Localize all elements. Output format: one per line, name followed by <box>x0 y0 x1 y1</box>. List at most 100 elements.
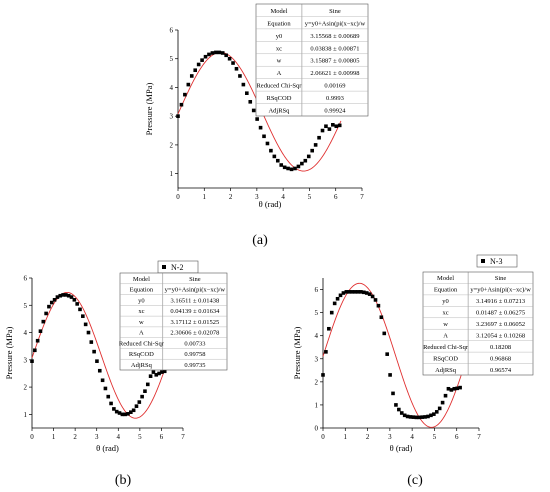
table-cell-value: 3.17112 ± 0.01525 <box>170 319 219 326</box>
data-point <box>327 127 332 131</box>
data-point <box>112 407 116 411</box>
y-tick-label: 5 <box>315 309 319 317</box>
data-point <box>429 413 433 418</box>
data-point <box>449 388 454 392</box>
x-tick-label: 7 <box>477 433 481 441</box>
data-point <box>137 400 142 404</box>
data-point <box>452 386 457 391</box>
table-cell-key: RSqCOD <box>129 351 154 358</box>
data-point <box>420 415 424 419</box>
data-point <box>151 370 156 374</box>
x-axis-title: θ (rad) <box>390 443 413 453</box>
table-cell-key: RSqCOD <box>433 355 458 362</box>
data-point <box>186 82 191 87</box>
data-point <box>210 51 215 55</box>
table-border <box>255 3 369 117</box>
table-cell-value: 3.23697 ± 0.06052 <box>476 321 525 328</box>
data-point <box>196 62 201 67</box>
x-tick-label: 5 <box>308 193 312 201</box>
x-tick-label: 2 <box>366 433 370 441</box>
data-point <box>78 307 82 312</box>
table-cell-value: 0.9993 <box>326 95 344 102</box>
data-point <box>347 290 352 294</box>
table-cell-key: Equation <box>130 287 154 294</box>
x-tick-label: 6 <box>455 433 459 441</box>
data-point <box>44 311 48 316</box>
data-point <box>388 373 392 377</box>
y-tick-label: 1 <box>24 411 28 419</box>
data-point <box>341 291 346 295</box>
data-point <box>432 412 436 416</box>
data-point <box>306 154 311 159</box>
data-point <box>382 331 387 336</box>
table-cell-value: 0.00733 <box>184 340 205 347</box>
data-point <box>440 400 445 405</box>
data-point <box>241 82 246 87</box>
fit-parameter-table: Model Sine Equation y=y0+Asin(pi(x−xc)/w y0 3… <box>119 272 228 371</box>
legend-label: N-2 <box>171 263 183 272</box>
legend-label: N-3 <box>490 257 502 266</box>
table-cell-key: A <box>139 330 144 337</box>
table-border <box>422 271 534 376</box>
data-point <box>338 293 343 298</box>
fit-curve <box>31 291 167 419</box>
data-point <box>157 371 161 376</box>
x-tick-label: 1 <box>344 433 348 441</box>
fit-parameter-table: Model Sine Equation y=y0+Asin(pi(x−xc)/w y0 3… <box>422 271 534 376</box>
table-cell-value: Sine <box>495 275 507 282</box>
y-tick-label: 4 <box>315 332 319 340</box>
y-axis-title: Pressure (MPa) <box>292 327 302 380</box>
data-point <box>95 359 99 363</box>
y-tick-label: 4 <box>24 329 28 337</box>
data-point <box>269 148 273 153</box>
data-point <box>220 51 225 55</box>
data-point <box>89 340 94 344</box>
data-point <box>227 56 232 61</box>
data-point <box>329 310 334 315</box>
data-point <box>399 411 404 415</box>
data-point <box>131 408 136 413</box>
data-point <box>296 164 301 169</box>
data-point <box>313 143 318 147</box>
data-point <box>55 295 60 299</box>
data-point <box>327 326 331 331</box>
data-point <box>335 296 340 301</box>
data-point <box>47 304 51 309</box>
y-tick-label: 3 <box>170 113 174 121</box>
legend-marker <box>481 259 485 263</box>
data-point <box>148 374 153 378</box>
data-point <box>324 350 328 354</box>
data-point <box>317 135 321 140</box>
data-point <box>114 409 119 414</box>
x-tick-label: 1 <box>52 433 56 441</box>
table-cell-key: Model <box>133 276 150 283</box>
table-cell-value: 2.06621 ± 0.00998 <box>310 70 359 77</box>
data-point <box>414 415 419 420</box>
x-tick-label: 0 <box>321 433 325 441</box>
data-point <box>238 74 242 78</box>
data-point <box>350 290 354 294</box>
data-point <box>81 314 85 318</box>
table-cell-value: 0.99735 <box>184 362 205 369</box>
data-point <box>320 128 325 133</box>
data-point <box>455 386 459 391</box>
data-point <box>248 100 253 104</box>
data-point <box>83 322 88 327</box>
table-cell-key: AdjRSq <box>131 362 153 369</box>
y-axis-title: Pressure (MPa) <box>4 327 14 380</box>
fit-parameter-table: Model Sine Equation y=y0+Asin(pi(x−xc)/w y0 3… <box>255 3 369 117</box>
data-point <box>262 134 266 139</box>
data-point <box>394 403 398 407</box>
table-cell-key: Model <box>270 8 287 15</box>
table-cell-key: xc <box>442 310 448 317</box>
x-tick-label: 1 <box>203 193 207 201</box>
data-point <box>255 117 259 121</box>
table-cell-value: 0.96574 <box>490 367 512 374</box>
table-cell-key: xc <box>276 45 282 52</box>
data-point <box>35 338 40 343</box>
y-tick-label: 2 <box>170 141 174 149</box>
x-tick-label: 6 <box>334 193 338 201</box>
data-point <box>207 52 211 57</box>
table-cell-value: 2.30606 ± 0.02078 <box>170 330 219 337</box>
